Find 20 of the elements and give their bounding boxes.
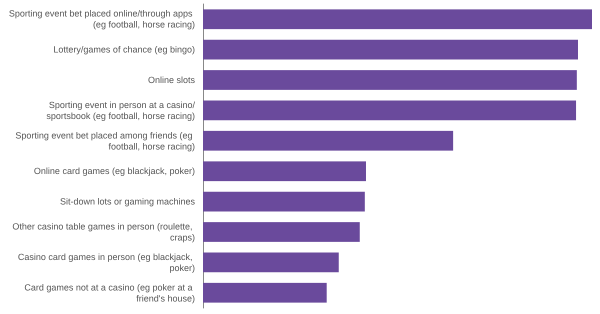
bar [203, 222, 360, 242]
y-tick-label: Lottery/games of chance (eg bingo) [53, 44, 195, 55]
bar [203, 9, 592, 30]
bar [203, 282, 327, 303]
y-tick-label: Sit-down lots or gaming machines [60, 196, 196, 207]
bar [203, 252, 339, 272]
bar [203, 192, 365, 212]
y-tick-label: Card games not at a casino (eg poker at a friend's house) [24, 282, 195, 304]
y-tick-label: Online slots [148, 75, 196, 85]
y-tick-label: Sporting event bet placed among friends (eg football, horse racing) [15, 130, 195, 152]
bar [203, 40, 578, 60]
bar [203, 70, 577, 90]
y-tick-label: Other casino table games in person (roulette, craps) [12, 222, 195, 242]
bar [203, 161, 366, 182]
y-tick-label: Casino card games in person (eg blackjack, poker) [18, 252, 195, 273]
y-tick-label: Sporting event in person at a casino/sportsbook (eg football, horse racing) [46, 100, 196, 121]
bar [203, 130, 454, 151]
bar [203, 100, 576, 120]
y-tick-label: Sporting event bet placed online/through apps (eg football, horse racing) [8, 8, 195, 30]
y-tick-label: Online card games (eg blackjack, poker) [34, 166, 195, 176]
